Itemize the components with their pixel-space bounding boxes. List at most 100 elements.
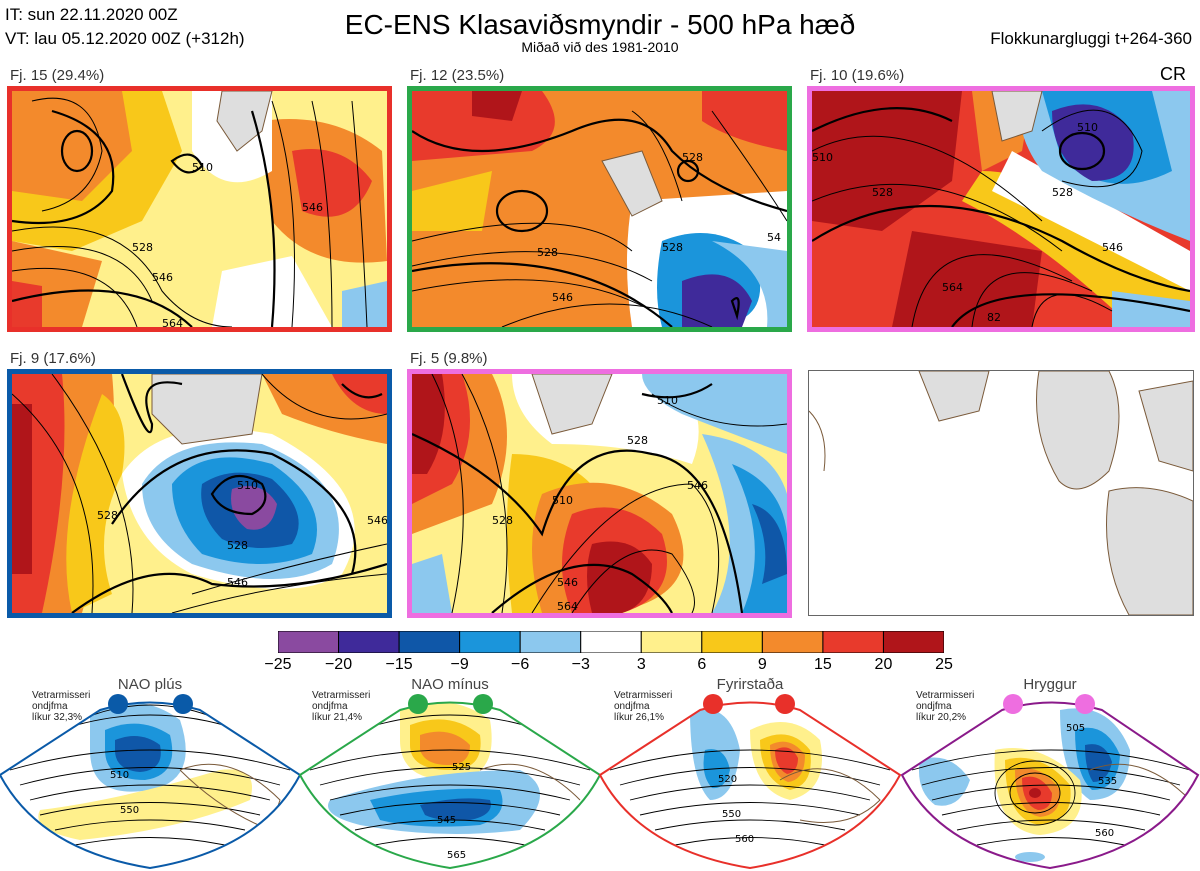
colorbar-swatch (761, 631, 824, 653)
contour-label: 546 (557, 576, 578, 589)
contour-label: 528 (97, 509, 118, 522)
page-title: EC-ENS Klasaviðsmyndir - 500 hPa hæð (344, 9, 856, 40)
initial-time: IT: sun 22.11.2020 00Z (5, 5, 178, 24)
contour-label: 546 (367, 514, 387, 527)
regime-3-note: Vetrarmisseri ondjfma líkur 26,1% (614, 690, 673, 723)
contour-label: 564 (557, 600, 578, 613)
regime-maps: 510 550 525 545 565 (0, 694, 1200, 870)
contour-label: 546 (302, 201, 323, 214)
colorbar-tick-label: 6 (697, 656, 707, 673)
colorbar-swatch (519, 631, 582, 653)
colorbar-swatch (822, 631, 884, 653)
contour-label: 535 (1098, 776, 1117, 787)
contour-label: 510 (552, 494, 573, 507)
cr-label: CR (1160, 64, 1186, 84)
contour-label: 545 (437, 815, 456, 826)
contour-label: 82 (987, 311, 1001, 324)
colorbar-tick-label: 20 (874, 656, 893, 673)
contour-label: 510 (110, 770, 129, 781)
contour-label: 54 (767, 231, 781, 244)
regime-4-map: 505 535 560 (902, 702, 1198, 868)
contour-label: 510 (657, 394, 678, 407)
cluster-3-label: Fj. 10 (19.6%) (810, 67, 905, 84)
contour-label: 525 (452, 762, 471, 773)
contour-label: 546 (552, 291, 573, 304)
colorbar-tick-label: −25 (264, 656, 292, 673)
contour-label: 510 (1077, 121, 1098, 134)
colorbar-swatch (701, 631, 763, 653)
contour-label: 505 (1066, 723, 1085, 734)
contour-label: 528 (132, 241, 153, 254)
regime-4-dot-left (1003, 694, 1023, 714)
contour-label: 565 (447, 850, 466, 861)
regime-2-note: Vetrarmisseri ondjfma líkur 21,4% (312, 690, 371, 723)
colorbar-swatch (398, 631, 461, 653)
contour-label: 520 (718, 774, 737, 785)
contour-label: 528 (627, 434, 648, 447)
cluster-4-map: 528 510 528 546 546 (7, 369, 392, 618)
contour-label: 528 (492, 514, 513, 527)
regime-3-title: Fyrirstaða (716, 676, 784, 693)
contour-label: 564 (942, 281, 963, 294)
regime-4-dot-right (1075, 694, 1095, 714)
page-subtitle: Miðað við des 1981-2010 (521, 39, 679, 55)
regime-2-dot-left (408, 694, 428, 714)
regime-2-title: NAO mínus (411, 676, 489, 693)
colorbar-swatch (459, 631, 521, 653)
contour-label: 560 (1095, 828, 1114, 839)
cluster-1-label: Fj. 15 (29.4%) (10, 67, 105, 84)
colorbar-tick-label: −3 (571, 656, 590, 673)
regime-1-dot-right (173, 694, 193, 714)
contour-label: 528 (1052, 186, 1073, 199)
contour-label: 528 (662, 241, 683, 254)
regime-1-note: Vetrarmisseri ondjfma líkur 32,3% (32, 690, 91, 723)
colorbar-tick-label: 3 (636, 656, 646, 673)
colorbar-swatch (882, 631, 944, 653)
colorbar-tick-label: 25 (935, 656, 953, 673)
cluster-1-map: 510 528 546 564 546 (7, 86, 392, 332)
regime-2-dot-right (473, 694, 493, 714)
colorbar-tick-label: −20 (324, 656, 353, 673)
regime-1-title: NAO plús (117, 676, 183, 693)
contour-label: 528 (537, 246, 558, 259)
colorbar-swatch (278, 631, 340, 653)
cluster-5-map: 510 528 510 546 528 546 564 (407, 369, 792, 618)
contour-label: 510 (192, 161, 213, 174)
clustering-window: Flokkunargluggi t+264-360 (990, 29, 1192, 48)
colorbar-swatch (338, 631, 400, 653)
contour-label: 564 (162, 317, 183, 327)
cluster-2-label: Fj. 12 (23.5%) (410, 67, 505, 84)
cluster-3-map: 510 528 510 528 546 564 82 (807, 86, 1195, 332)
colorbar-tick-label: −9 (450, 656, 469, 673)
regime-4-title: Hryggur (1023, 676, 1077, 693)
contour-label: 546 (687, 479, 708, 492)
empty-reference-map (808, 370, 1194, 616)
regime-1-dot-left (108, 694, 128, 714)
contour-label: 546 (152, 271, 173, 284)
contour-label: 528 (872, 186, 893, 199)
valid-time: VT: lau 05.12.2020 00Z (+312h) (5, 29, 245, 48)
regime-3-map: 520 550 560 (600, 702, 900, 868)
cluster-5-label: Fj. 5 (9.8%) (410, 350, 488, 367)
colorbar-swatch (580, 631, 642, 653)
contour-label: 546 (1102, 241, 1123, 254)
cluster-4-label: Fj. 9 (17.6%) (10, 350, 96, 367)
contour-label: 560 (735, 834, 754, 845)
regime-2-map: 525 545 565 (300, 702, 600, 868)
regime-4-note: Vetrarmisseri ondjfma líkur 20,2% (916, 690, 975, 723)
contour-label: 510 (237, 479, 258, 492)
colorbar-tick-label: 9 (757, 656, 767, 673)
regime-3-dot-right (775, 694, 795, 714)
contour-label: 510 (812, 151, 833, 164)
colorbar-swatch (640, 631, 703, 653)
colorbar-tick-label: −6 (511, 656, 530, 673)
contour-label: 528 (227, 539, 248, 552)
contour-label: 546 (227, 576, 248, 589)
contour-label: 550 (722, 809, 741, 820)
cluster-2-map: 528 528 546 528 54 (407, 86, 792, 332)
contour-label: 528 (682, 151, 703, 164)
regime-1-map: 510 550 (0, 702, 300, 868)
contour-label: 550 (120, 805, 139, 816)
colorbar-tick-label: 15 (814, 656, 832, 673)
anomaly-colorbar (278, 631, 944, 653)
